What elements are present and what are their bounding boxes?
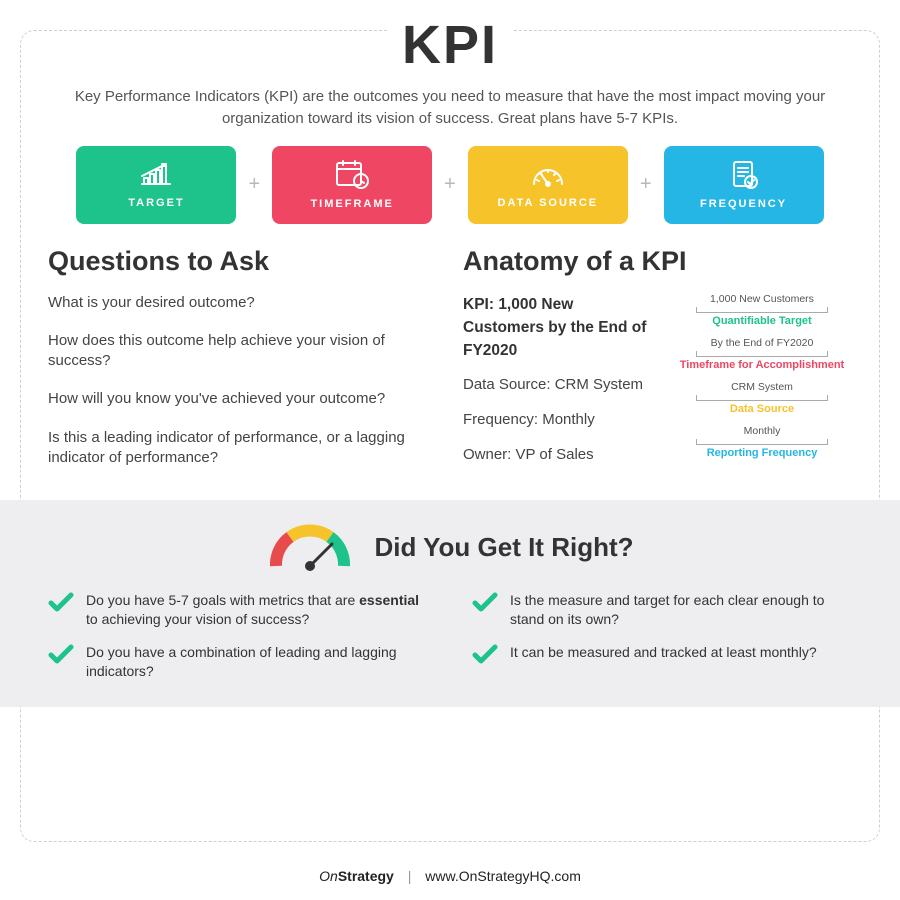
check-header: Did You Get It Right? <box>48 518 852 577</box>
check-item: Is the measure and target for each clear… <box>472 591 852 629</box>
checkmark-icon <box>472 643 498 665</box>
anatomy-body: KPI: 1,000 New Customers by the End of F… <box>463 293 852 482</box>
footer-url: www.OnStrategyHQ.com <box>425 868 581 884</box>
question-item: How does this outcome help achieve your … <box>48 331 437 372</box>
doc-icon <box>728 159 760 194</box>
check-text: Do you have 5-7 goals with metrics that … <box>86 591 428 629</box>
tag-bracket <box>696 307 828 313</box>
questions-heading: Questions to Ask <box>48 246 437 277</box>
tag-top: 1,000 New Customers <box>672 293 852 305</box>
two-columns: Questions to Ask What is your desired ou… <box>30 240 870 487</box>
question-item: What is your desired outcome? <box>48 293 437 313</box>
target-icon <box>136 160 176 193</box>
gauge-icon <box>266 518 354 577</box>
check-item: Do you have 5-7 goals with metrics that … <box>48 591 428 629</box>
check-text: Is the measure and target for each clear… <box>510 591 852 629</box>
tag-label: Quantifiable Target <box>672 315 852 327</box>
pill-row: TARGET + TIMEFRAME + DATA SOURCE + FREQUENCY <box>30 146 870 224</box>
kpi-example-headline: KPI: 1,000 New Customers by the End of F… <box>463 293 656 363</box>
questions-list: What is your desired outcome? How does th… <box>48 293 437 469</box>
kpi-prefix: KPI: <box>463 296 498 313</box>
pill-timeframe: TIMEFRAME <box>272 146 432 224</box>
anatomy-tags: 1,000 New Customers Quantifiable Target By… <box>672 293 852 482</box>
checkmark-icon <box>472 591 498 613</box>
question-item: Is this a leading indicator of performan… <box>48 428 437 469</box>
pill-label: TARGET <box>128 197 184 209</box>
pill-label: FREQUENCY <box>700 198 787 210</box>
anatomy-line: Frequency: Monthly <box>463 411 656 428</box>
pill-label: TIMEFRAME <box>310 198 393 210</box>
anatomy-tag: CRM System Data Source <box>672 381 852 415</box>
anatomy-tag: By the End of FY2020 Timeframe for Accomp… <box>672 337 852 371</box>
brand-logo: OnStrategy <box>319 868 394 884</box>
tag-top: CRM System <box>672 381 852 393</box>
brand-strategy: Strategy <box>338 868 394 884</box>
checkmark-icon <box>48 591 74 613</box>
pill-frequency: FREQUENCY <box>664 146 824 224</box>
tag-bracket <box>696 351 828 357</box>
anatomy-tag: Monthly Reporting Frequency <box>672 425 852 459</box>
check-section: Did You Get It Right? Do you have 5-7 go… <box>0 500 900 707</box>
gauge-icon <box>528 160 568 193</box>
anatomy-heading: Anatomy of a KPI <box>463 246 852 277</box>
tag-top: Monthly <box>672 425 852 437</box>
check-item: Do you have a combination of leading and… <box>48 643 428 681</box>
check-text: It can be measured and tracked at least … <box>510 643 817 662</box>
tag-bracket <box>696 395 828 401</box>
tag-label: Reporting Frequency <box>672 447 852 459</box>
brand-on: On <box>319 868 338 884</box>
tag-label: Data Source <box>672 403 852 415</box>
anatomy-lines: Data Source: CRM System Frequency: Monthl… <box>463 376 656 463</box>
anatomy-column: Anatomy of a KPI KPI: 1,000 New Customer… <box>463 240 852 487</box>
check-grid: Do you have 5-7 goals with metrics that … <box>48 591 852 681</box>
calendar-icon <box>334 159 370 194</box>
footer: OnStrategy | www.OnStrategyHQ.com <box>0 868 900 884</box>
intro-paragraph: Key Performance Indicators (KPI) are the… <box>60 86 840 130</box>
check-text: Do you have a combination of leading and… <box>86 643 428 681</box>
anatomy-line: Data Source: CRM System <box>463 376 656 393</box>
tag-top: By the End of FY2020 <box>672 337 852 349</box>
anatomy-example: KPI: 1,000 New Customers by the End of F… <box>463 293 656 482</box>
pill-data-source: DATA SOURCE <box>468 146 628 224</box>
checkmark-icon <box>48 643 74 665</box>
tag-bracket <box>696 439 828 445</box>
check-title: Did You Get It Right? <box>374 532 633 563</box>
questions-column: Questions to Ask What is your desired ou… <box>48 240 437 487</box>
pill-target: TARGET <box>76 146 236 224</box>
page-title: KPI <box>388 18 512 72</box>
question-item: How will you know you've achieved your o… <box>48 389 437 409</box>
anatomy-tag: 1,000 New Customers Quantifiable Target <box>672 293 852 327</box>
check-item: It can be measured and tracked at least … <box>472 643 852 681</box>
plus-separator: + <box>438 173 462 196</box>
anatomy-line: Owner: VP of Sales <box>463 446 656 463</box>
footer-sep: | <box>408 868 412 884</box>
plus-separator: + <box>242 173 266 196</box>
tag-label: Timeframe for Accomplishment <box>672 359 852 371</box>
infographic-page: KPI Key Performance Indicators (KPI) are… <box>0 0 900 900</box>
plus-separator: + <box>634 173 658 196</box>
pill-label: DATA SOURCE <box>498 197 599 209</box>
